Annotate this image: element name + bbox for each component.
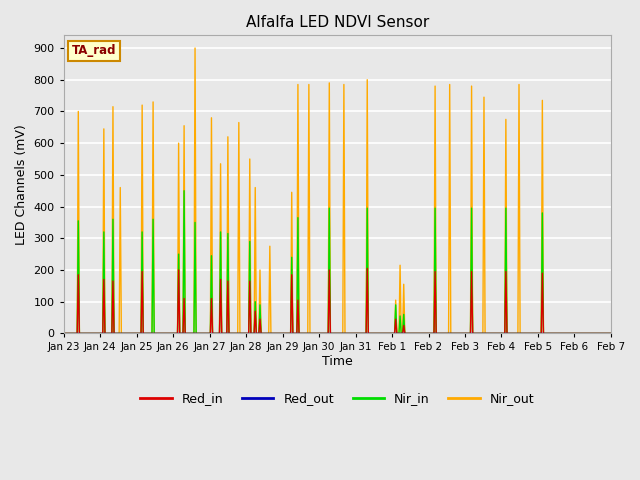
Red_in <box>306 331 314 336</box>
Nir_in <box>60 331 68 336</box>
Nir_out <box>399 331 406 336</box>
Red_in <box>60 331 68 336</box>
Red_in <box>364 265 371 271</box>
Nir_in <box>256 302 264 308</box>
Nir_in <box>324 331 332 336</box>
Red_in <box>190 331 198 336</box>
Line: Nir_out: Nir_out <box>64 48 611 334</box>
Nir_out <box>191 45 199 51</box>
Nir_out <box>190 331 198 336</box>
Nir_in <box>392 302 399 308</box>
Nir_in <box>607 331 615 336</box>
Red_in <box>399 331 406 336</box>
Legend: Red_in, Red_out, Nir_in, Nir_out: Red_in, Red_out, Nir_in, Nir_out <box>136 387 539 410</box>
Red_in <box>607 331 615 336</box>
Red_in <box>108 331 116 336</box>
Nir_in <box>108 331 116 336</box>
Nir_out <box>60 331 68 336</box>
Title: Alfalfa LED NDVI Sensor: Alfalfa LED NDVI Sensor <box>246 15 429 30</box>
Nir_out <box>607 331 615 336</box>
X-axis label: Time: Time <box>322 355 353 368</box>
Line: Red_in: Red_in <box>64 268 611 334</box>
Red_in <box>392 316 399 322</box>
Nir_out <box>108 331 116 336</box>
Text: TA_rad: TA_rad <box>72 44 116 57</box>
Y-axis label: LED Channels (mV): LED Channels (mV) <box>15 124 28 245</box>
Red_in <box>255 331 263 336</box>
Line: Nir_in: Nir_in <box>64 191 611 334</box>
Nir_out <box>324 331 332 336</box>
Nir_out <box>256 267 264 273</box>
Nir_in <box>399 331 406 336</box>
Nir_out <box>392 297 399 303</box>
Nir_in <box>180 188 188 193</box>
Nir_in <box>191 219 199 225</box>
